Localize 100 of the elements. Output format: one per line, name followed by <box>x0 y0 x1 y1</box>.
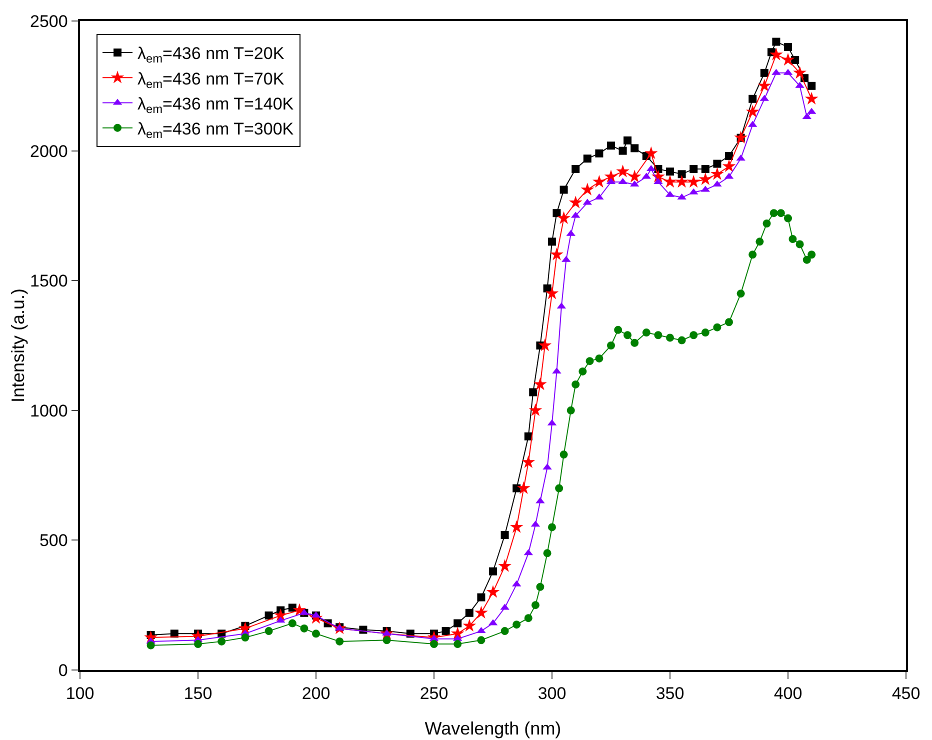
point <box>477 636 486 644</box>
point <box>607 342 615 350</box>
point <box>746 104 760 118</box>
point <box>568 196 582 208</box>
point <box>618 146 627 155</box>
point <box>663 174 677 188</box>
point <box>678 170 686 178</box>
x-tick-label: 300 <box>538 684 566 704</box>
x-tick-label: 400 <box>774 684 802 704</box>
point <box>500 531 509 540</box>
point <box>486 585 500 598</box>
point <box>630 338 639 347</box>
point <box>500 627 509 636</box>
y-tick-label: 500 <box>39 531 68 550</box>
point <box>292 603 306 616</box>
point <box>238 621 252 634</box>
point <box>300 624 308 632</box>
point <box>784 214 792 222</box>
point <box>630 144 639 152</box>
x-tick-label: 150 <box>184 684 212 704</box>
point <box>776 209 785 218</box>
point <box>614 326 622 334</box>
point <box>772 38 780 46</box>
point <box>288 619 296 628</box>
point <box>489 567 497 576</box>
point <box>592 174 606 188</box>
point <box>628 170 642 182</box>
point <box>690 331 698 340</box>
point <box>642 328 650 337</box>
y-tick-label: 0 <box>58 660 68 680</box>
point <box>477 593 486 602</box>
point <box>548 523 556 532</box>
y-tick-label: 1500 <box>30 272 68 291</box>
y-tick-label: 2000 <box>30 142 68 161</box>
point <box>557 211 570 224</box>
x-tick-label: 350 <box>656 684 684 704</box>
point <box>808 82 816 90</box>
point <box>536 582 544 591</box>
point <box>498 559 512 572</box>
point <box>531 601 540 610</box>
point <box>522 455 536 468</box>
x-tick-label: 100 <box>66 684 94 704</box>
point <box>194 640 202 648</box>
point <box>736 290 745 298</box>
point <box>788 235 797 244</box>
point <box>654 331 662 340</box>
point <box>550 248 564 260</box>
point <box>725 318 733 326</box>
x-tick-label: 250 <box>420 684 448 704</box>
point <box>713 323 722 332</box>
point <box>748 94 757 103</box>
point <box>748 250 757 259</box>
point <box>595 149 604 158</box>
point <box>442 627 450 636</box>
point <box>784 42 792 51</box>
point <box>796 240 804 248</box>
point <box>770 209 778 218</box>
point <box>698 172 712 186</box>
point <box>312 630 320 638</box>
point <box>586 357 594 366</box>
point <box>678 336 686 344</box>
point <box>560 450 568 459</box>
point <box>616 164 630 178</box>
point <box>465 608 474 617</box>
point <box>510 520 524 533</box>
point <box>430 640 438 648</box>
point <box>534 377 547 390</box>
point <box>218 637 226 646</box>
point <box>802 256 811 264</box>
point <box>701 164 710 173</box>
point <box>462 618 476 632</box>
point <box>264 611 273 620</box>
point <box>454 640 462 648</box>
x-tick-label: 450 <box>892 684 920 704</box>
point <box>512 620 521 629</box>
point <box>548 238 556 246</box>
point <box>382 636 391 644</box>
point <box>552 209 561 218</box>
point <box>770 48 783 60</box>
point <box>146 641 155 650</box>
point <box>701 328 710 337</box>
point <box>690 164 698 173</box>
point <box>734 130 748 144</box>
point <box>710 167 724 180</box>
point <box>555 484 564 492</box>
point <box>572 380 580 388</box>
legend-label: λ$_{em}$=436 nm T=20K <box>138 44 285 66</box>
point <box>791 56 800 64</box>
point <box>781 52 795 66</box>
point <box>517 481 530 494</box>
legend-label: λ$_{em}$=436 nm T=300K <box>138 119 294 142</box>
point <box>512 484 521 492</box>
point <box>666 168 674 176</box>
point <box>474 606 488 619</box>
point <box>725 152 733 160</box>
point <box>336 637 344 646</box>
point <box>666 334 674 342</box>
point <box>538 338 552 352</box>
point <box>762 219 771 228</box>
point <box>454 619 462 628</box>
